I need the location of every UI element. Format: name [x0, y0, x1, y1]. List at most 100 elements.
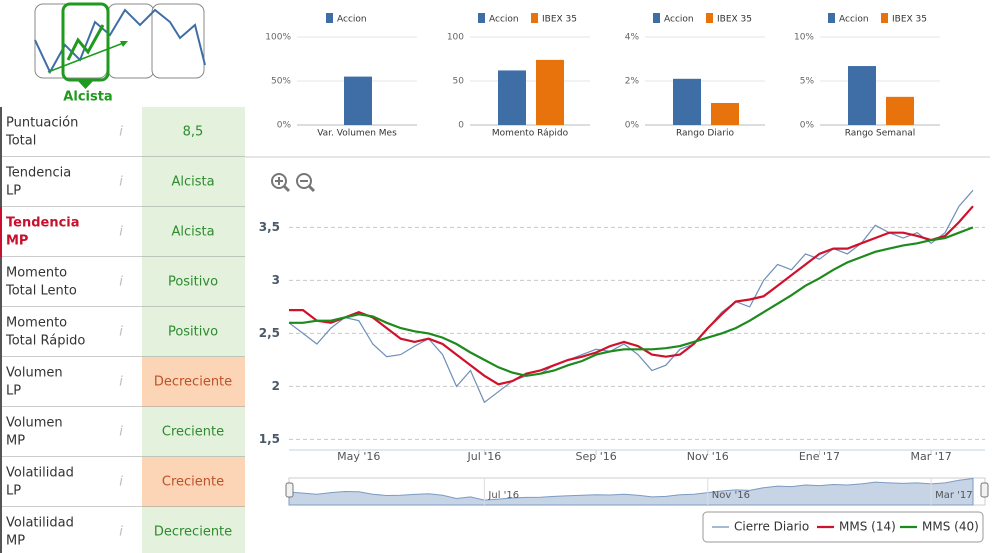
y-tick-label: 50%	[271, 77, 291, 87]
y-tick-label: 100%	[265, 33, 291, 43]
legend-label[interactable]: MMS (40)	[922, 520, 979, 534]
navigator-area	[288, 477, 974, 506]
x-label: Rango Semanal	[845, 129, 916, 139]
info-icon[interactable]: i	[119, 425, 123, 440]
indicator-value-cell	[142, 257, 245, 307]
y-tick-label: 0%	[800, 121, 815, 131]
y-tick-label: 0	[458, 121, 464, 131]
legend-box	[702, 511, 984, 543]
legend-swatch	[706, 13, 713, 23]
indicator-value: Creciente	[162, 475, 224, 490]
legend-label: IBEX 35	[717, 15, 752, 25]
legend-swatch	[653, 13, 660, 23]
x-tick-label: Ene '17	[799, 450, 840, 463]
indicator-label: Momento	[6, 316, 67, 331]
navigator-handle[interactable]	[980, 482, 989, 498]
badge-box	[34, 3, 108, 79]
bar	[536, 59, 564, 125]
legend-label[interactable]: MMS (14)	[839, 520, 896, 534]
y-tick-label: 100	[447, 33, 464, 43]
indicator-value: Alcista	[171, 175, 214, 190]
legend-swatch	[531, 13, 538, 23]
legend-label: IBEX 35	[542, 15, 577, 25]
indicator-label-cell	[0, 107, 142, 157]
bar	[344, 76, 372, 125]
info-icon[interactable]: i	[119, 325, 123, 340]
bar	[886, 96, 914, 125]
indicator-label-cell	[0, 357, 142, 407]
x-label: Momento Rápido	[492, 129, 569, 139]
indicator-label-cell	[0, 307, 142, 357]
badge-box	[151, 3, 205, 79]
indicator-label: MP	[6, 434, 25, 449]
indicator-label: MP	[6, 234, 28, 249]
indicator-label: Puntuación	[6, 116, 78, 131]
indicator-label: LP	[6, 184, 21, 199]
y-tick-label: 2,5	[259, 326, 280, 340]
indicator-value: Positivo	[168, 325, 218, 340]
indicator-value-cell	[142, 207, 245, 257]
bar	[673, 78, 701, 125]
y-tick-label: 2	[272, 379, 280, 393]
info-icon[interactable]: i	[119, 475, 123, 490]
indicator-value: 8,5	[183, 125, 204, 140]
zoom-controls	[271, 173, 316, 193]
bar	[848, 66, 876, 125]
badge-label: Alcista	[63, 90, 112, 105]
legend-swatch	[828, 13, 835, 23]
navigator-label: Jul '16	[487, 490, 519, 501]
info-icon[interactable]: i	[119, 125, 123, 140]
indicator-label: Tendencia	[6, 216, 80, 231]
info-icon[interactable]: i	[119, 375, 123, 390]
legend-label: IBEX 35	[892, 15, 927, 25]
indicator-label: Volumen	[6, 366, 63, 381]
series-line	[288, 189, 974, 404]
zoom-out[interactable]	[296, 173, 312, 189]
indicator-value-cell	[142, 357, 245, 407]
info-icon[interactable]: i	[119, 225, 123, 240]
indicator-label-cell	[0, 207, 142, 257]
legend-swatch	[478, 13, 485, 23]
y-tick-label: 0%	[277, 121, 292, 131]
y-tick-label: 3	[272, 273, 280, 287]
indicator-label: Total Lento	[5, 284, 77, 299]
bar	[498, 70, 526, 125]
indicator-value: Positivo	[168, 275, 218, 290]
x-label: Var. Volumen Mes	[317, 129, 397, 139]
indicator-value-cell	[142, 507, 245, 553]
info-icon[interactable]: i	[119, 175, 123, 190]
legend-swatch	[326, 13, 333, 23]
zoom-in[interactable]	[271, 173, 287, 189]
indicator-label: Volumen	[6, 416, 63, 431]
indicator-value-cell	[142, 157, 245, 207]
zoom-in-icon	[282, 184, 291, 193]
navigator-label: Nov '16	[712, 490, 750, 501]
badge-trend	[66, 24, 105, 61]
indicator-label-cell	[0, 457, 142, 507]
indicator-value-cell	[142, 407, 245, 457]
bar	[711, 103, 739, 125]
badge-pointer	[77, 80, 94, 89]
indicator-label: LP	[6, 384, 21, 399]
indicator-label: Tendencia	[5, 166, 71, 181]
navigator-handle[interactable]	[285, 482, 294, 498]
indicator-label: Total Rápido	[5, 334, 85, 349]
indicator-label: LP	[6, 484, 21, 499]
indicator-label-cell	[0, 507, 142, 553]
x-tick-label: Nov '16	[687, 450, 729, 463]
indicator-value: Creciente	[162, 425, 224, 440]
indicator-label: Volatilidad	[6, 516, 74, 531]
indicator-value: Decreciente	[154, 525, 232, 540]
indicator-label: Momento	[6, 266, 67, 281]
y-tick-label: 10%	[794, 33, 814, 43]
info-icon[interactable]: i	[119, 525, 123, 540]
legend-swatch	[881, 13, 888, 23]
legend-label: Accion	[337, 15, 367, 25]
indicator-value-cell	[142, 307, 245, 357]
badge-arrow	[47, 41, 127, 73]
info-icon[interactable]: i	[119, 275, 123, 290]
indicator-label: Volatilidad	[6, 466, 74, 481]
legend-label[interactable]: Cierre Diario	[734, 520, 809, 534]
x-tick-label: May '16	[337, 450, 380, 463]
